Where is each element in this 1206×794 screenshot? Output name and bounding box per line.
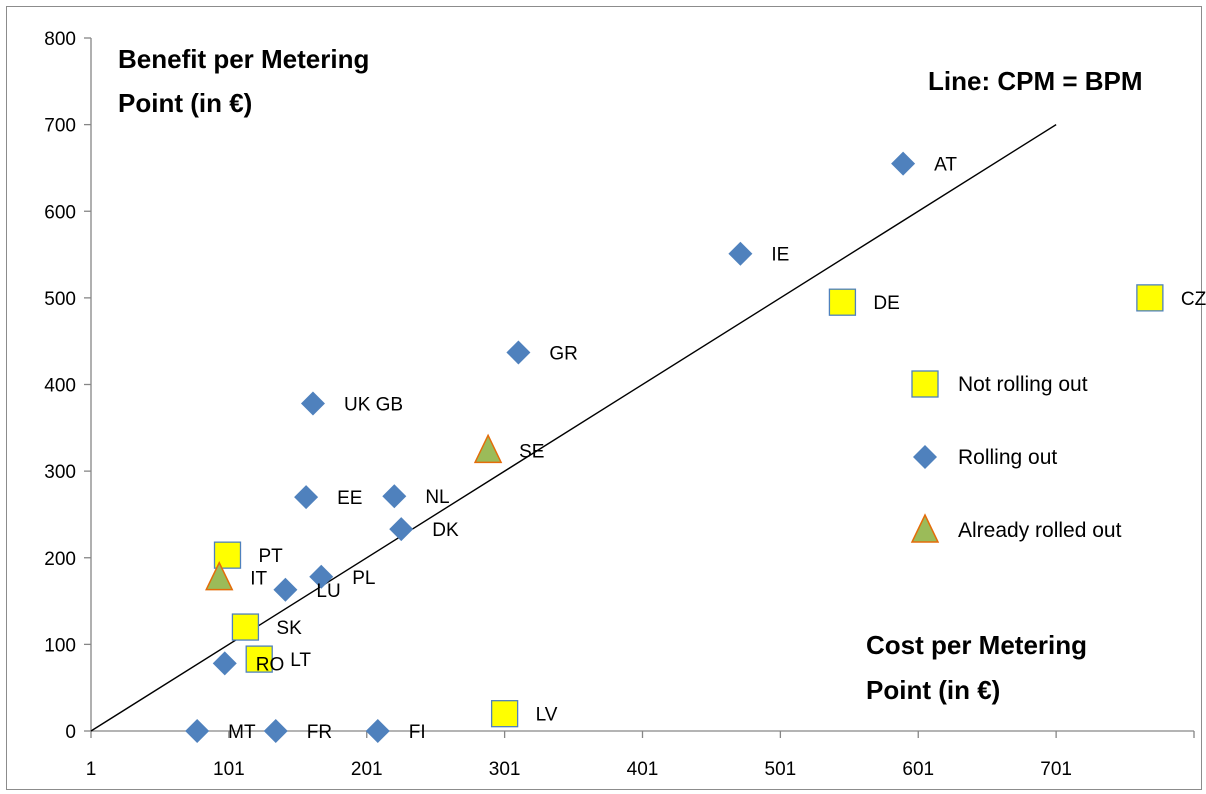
square-point (231, 613, 260, 641)
y-axis-title-line-2: Point (in €) (118, 88, 252, 118)
y-tick-label: 300 (44, 462, 76, 483)
square-point (1136, 284, 1164, 312)
triangle-point (473, 433, 503, 464)
y-tick-label: 200 (44, 549, 76, 570)
legend-label: Rolling out (958, 446, 1057, 469)
point-label: DE (873, 293, 899, 314)
diamond-point (389, 517, 414, 542)
square-point (490, 700, 519, 728)
diamond-point (365, 719, 390, 743)
y-tick-label: 0 (65, 722, 76, 743)
diamond-point (273, 577, 298, 602)
point-label: MT (228, 722, 256, 743)
legend-label: Not rolling out (958, 373, 1088, 396)
legend-square-swatch (911, 370, 939, 398)
point-label: NL (425, 487, 449, 508)
point-label: AT (934, 155, 957, 176)
triangle-point (205, 560, 234, 591)
legend-label: Already rolled out (958, 519, 1122, 542)
diamond-point (382, 484, 407, 509)
square-point (828, 288, 857, 316)
y-axis-title-line-1: Benefit per Metering (118, 44, 369, 74)
point-label: DK (432, 520, 459, 541)
point-label: PT (258, 546, 283, 567)
point-label: PL (352, 568, 375, 589)
x-axis-title-line-1: Cost per Metering (866, 630, 1087, 660)
x-tick-label: 101 (213, 759, 245, 780)
diamond-point (506, 340, 531, 365)
x-tick-label: 201 (351, 759, 383, 780)
point-label: SK (276, 618, 302, 639)
diamond-point (263, 719, 288, 743)
y-tick-label: 500 (44, 289, 76, 310)
y-tick-label: 800 (44, 29, 76, 50)
y-tick-label: 700 (44, 116, 76, 137)
diamond-point (309, 564, 334, 589)
point-label: IT (250, 569, 267, 590)
diamond-point (294, 485, 319, 510)
legend-diamond-swatch (913, 445, 937, 469)
diamond-point (300, 391, 325, 416)
point-label: RO (256, 654, 285, 675)
x-tick-label: 601 (902, 759, 934, 780)
point-label: LU (316, 581, 340, 602)
point-label: EE (337, 488, 362, 509)
x-tick-label: 401 (627, 759, 659, 780)
y-tick-label: 600 (44, 202, 76, 223)
diamond-point (185, 719, 210, 743)
chart-frame (6, 6, 1202, 790)
point-labels-group: CZ DE PT SK LT LV AT IE GR UK GB EE NL DK PL LU RO MT FR F… (228, 155, 1206, 743)
x-tick-label: 301 (489, 759, 521, 780)
axes-group: 0 100 200 300 400 500 600 700 800 1 101 201 301 401 50… (44, 29, 1195, 780)
legend-triangle-swatch (910, 513, 940, 543)
point-label: CZ (1181, 289, 1206, 310)
y-tick-label: 400 (44, 376, 76, 397)
points-group (185, 151, 1164, 743)
point-label: IE (771, 245, 789, 266)
x-tick-label: 501 (765, 759, 797, 780)
x-tick-label: 1 (86, 759, 97, 780)
x-axis-title-line-2: Point (in €) (866, 675, 1000, 705)
diamond-point (728, 241, 753, 266)
diamond-point (891, 151, 916, 176)
legend: Not rolling out Rolling out Already rolled… (910, 370, 1122, 543)
point-label: GR (549, 343, 578, 364)
y-tick-label: 100 (44, 635, 76, 656)
diamond-point (212, 651, 237, 676)
reference-line-label: Line: CPM = BPM (928, 66, 1143, 96)
point-label: SE (519, 441, 544, 462)
point-label: LT (290, 650, 311, 671)
point-label: FI (409, 722, 426, 743)
square-point (245, 645, 273, 673)
point-label: LV (536, 705, 558, 726)
x-tick-label: 701 (1040, 759, 1072, 780)
point-label: FR (307, 722, 332, 743)
point-label: UK GB (344, 395, 403, 416)
